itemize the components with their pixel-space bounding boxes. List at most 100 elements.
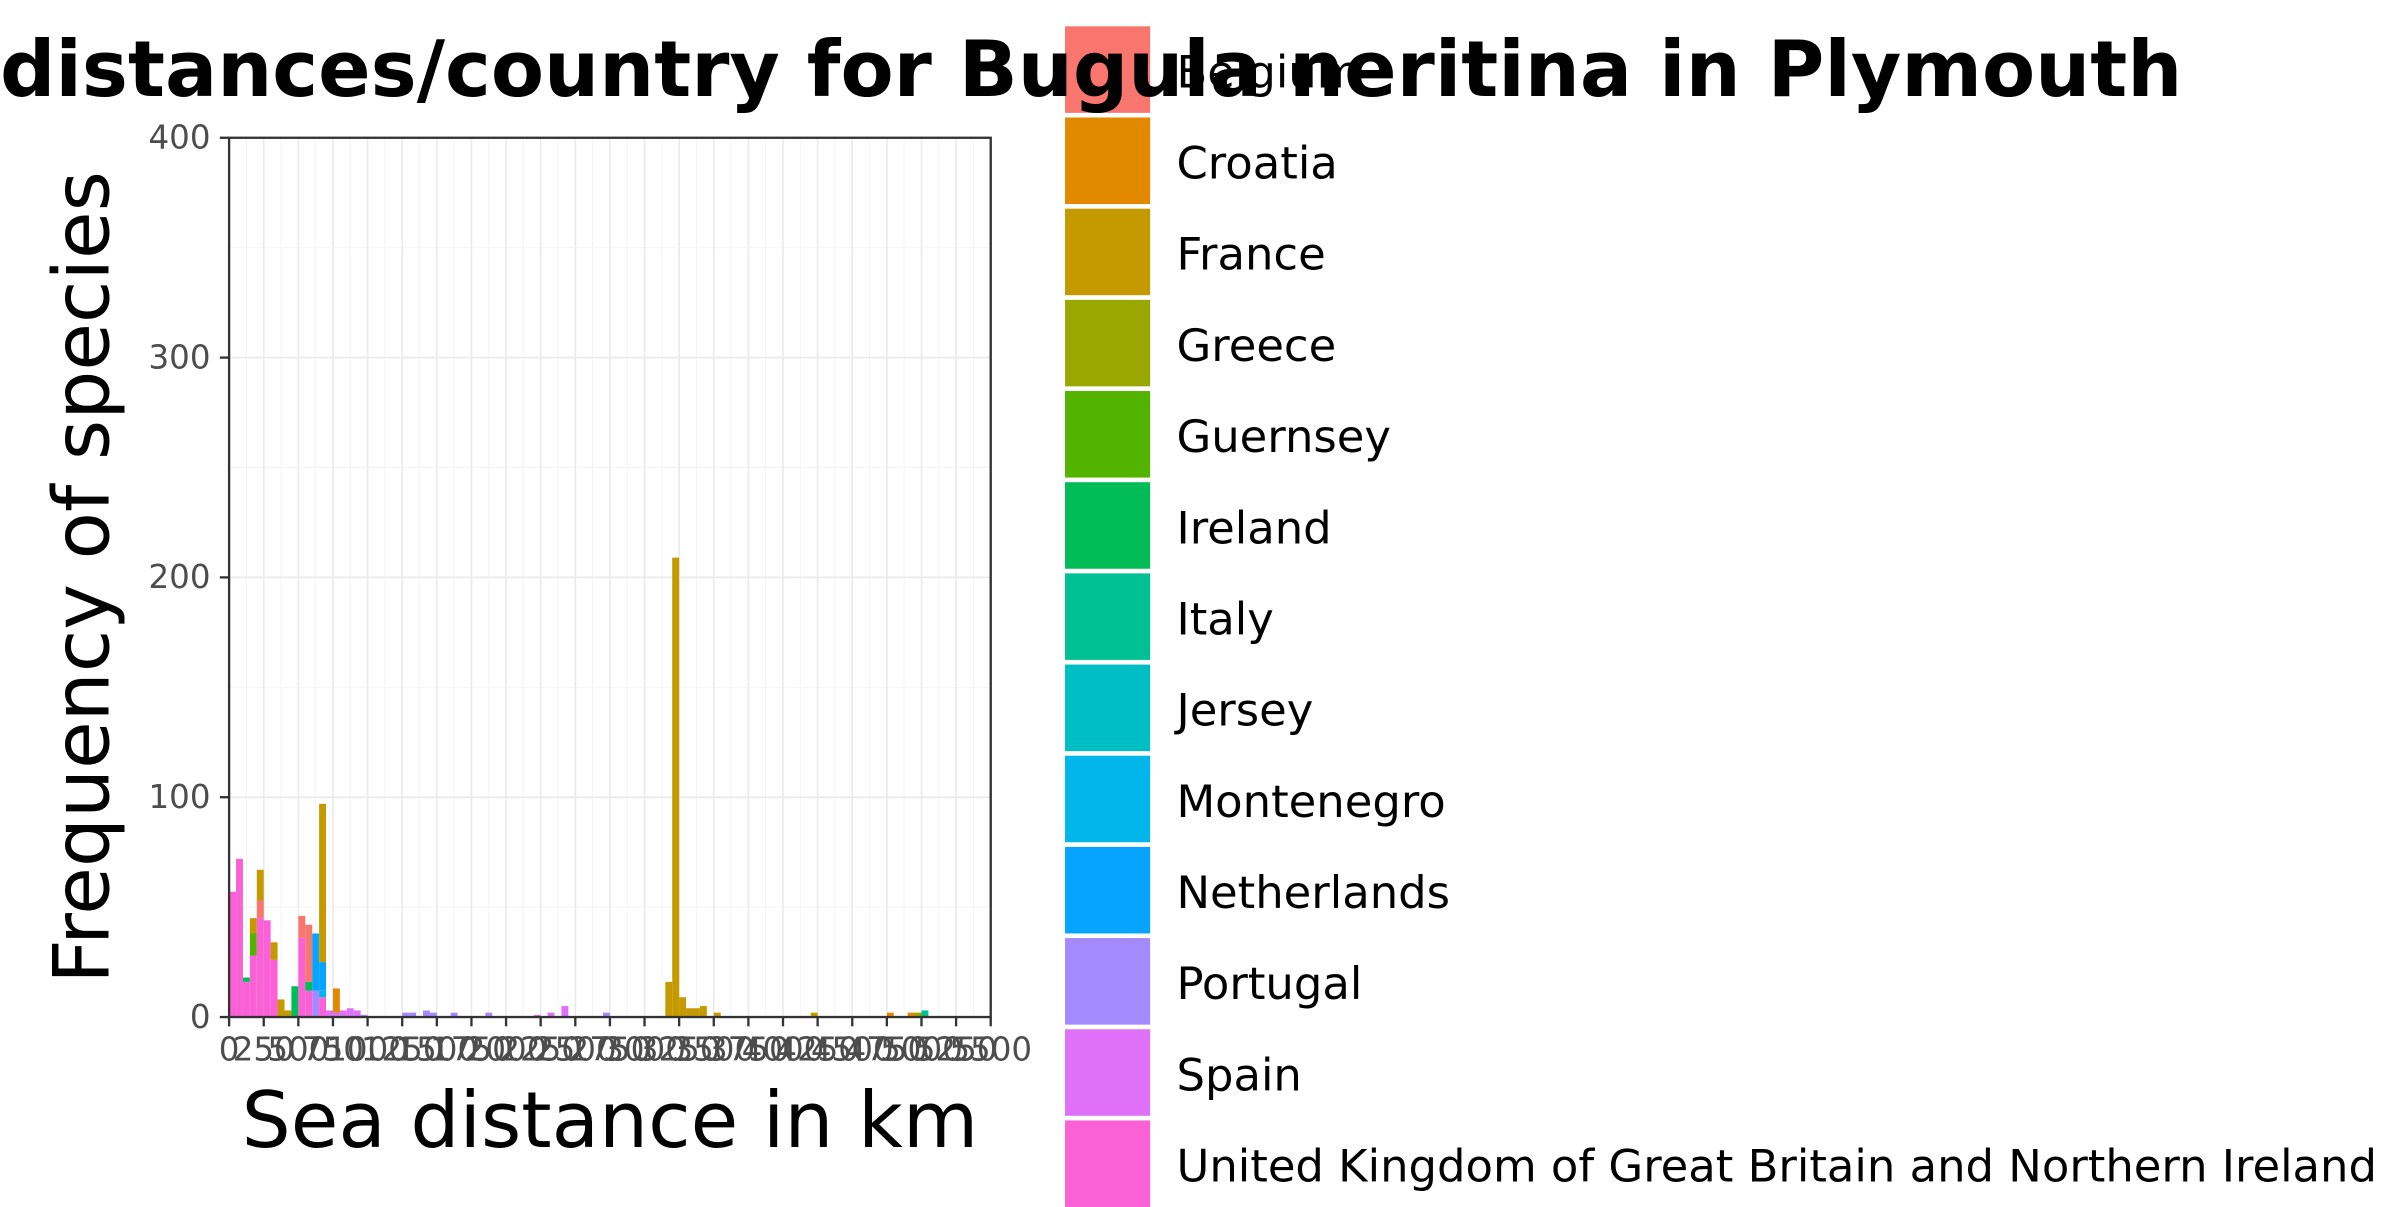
y-tick-label: 100 [148,778,210,816]
bar-segment [305,981,313,991]
x-tick-label: 250 [233,1030,295,1068]
bar-segment [277,999,285,1018]
bar-segment [699,1006,707,1018]
bar-segment [353,1010,361,1018]
legend-swatch [1065,208,1151,296]
x-tick-label: 1750 [430,1030,513,1068]
x-tick-label: 2500 [534,1030,617,1068]
bar-segment [450,1012,458,1018]
x-tick-label: 2750 [569,1030,652,1068]
legend: Belgium Croatia France Greece Guernsey Irelan… [1065,26,2377,1207]
bar-segment [422,1010,430,1018]
bar-segment [298,937,306,1018]
x-tick-label: 1250 [361,1030,444,1068]
y-tick-label: 200 [148,558,210,596]
legend-swatch [1065,299,1151,387]
legend-label: Croatia [1176,137,1337,190]
bar-segment [672,557,680,1018]
y-axis-title: Frequency of species [37,171,127,984]
bar-segment [284,1010,292,1018]
bar-segment [485,1012,493,1018]
bar-segment [346,1008,354,1018]
legend-label: Guernsey [1176,410,1390,463]
legend-label: Netherlands [1176,866,1450,919]
legend-swatch [1065,664,1151,752]
bar-segment [229,891,237,1018]
legend-swatch [1065,938,1151,1025]
bar-segment [547,1012,555,1018]
legend-label: Portugal [1176,957,1362,1010]
bar-segment [810,1012,818,1018]
legend-swatch [1065,1120,1151,1207]
x-tick-label: 4000 [742,1030,825,1068]
bar-segment [326,1010,333,1018]
bar-segment [242,977,250,982]
x-tick-label: 0 [219,1030,240,1068]
bar-segment [270,959,278,1018]
bar-segment [312,933,320,991]
legend-label: Italy [1176,592,1273,645]
bar-segment [332,1012,340,1018]
bar-segment [886,1012,894,1018]
bar-segment [686,1008,693,1018]
bar-segment [270,942,278,960]
legend-label: Spain [1176,1048,1301,1101]
bars [229,557,929,1018]
x-tick-label: 4500 [811,1030,894,1068]
bar-segment [339,1010,347,1018]
bar-segment [305,990,313,1018]
bar-segment [402,1012,410,1018]
bar-segment [249,955,257,1018]
bar-segment [907,1012,915,1018]
bar-segment [921,1010,929,1018]
x-tick-label: 2000 [465,1030,548,1068]
y-tick-label: 300 [148,338,210,376]
x-tick-label: 3250 [638,1030,721,1068]
bar-segment [256,900,264,919]
bar-segment [305,924,313,982]
bar-segment [319,962,327,991]
bar-segment [679,997,687,1018]
legend-swatch [1065,482,1151,569]
bar-segment [236,858,243,1018]
x-axis-title: Sea distance in km [242,1076,979,1166]
bar-segment [319,803,327,963]
legend-label: Ireland [1176,501,1331,554]
legend-label: Belgium [1176,45,1360,98]
x-tick-label: 3750 [707,1030,790,1068]
legend-swatch [1065,117,1151,205]
bar-segment [665,981,673,1018]
legend-swatch [1065,846,1151,934]
y-tick-label: 400 [148,119,210,157]
bar-segment [409,1012,417,1018]
bar-segment [263,920,271,1018]
legend-label: France [1176,228,1325,281]
bar-segment [602,1012,610,1018]
x-tick-label: 4750 [846,1030,929,1068]
x-tick-label: 5500 [949,1030,1032,1068]
x-tick-label: 5250 [915,1030,998,1068]
legend-label: Greece [1176,319,1336,372]
bar-segment [249,918,257,934]
bar-segment [692,1008,700,1018]
x-tick-label: 1000 [326,1030,409,1068]
bar-segment [561,1006,569,1018]
bar-segment [429,1012,437,1018]
bar-segment [319,997,327,1018]
bar-segment [291,986,299,1018]
x-tick-label: 500 [267,1030,329,1068]
x-tick-label: 5000 [880,1030,963,1068]
legend-label: United Kingdom of Great Britain and Nort… [1176,1140,2377,1193]
y-tick-label: 0 [190,998,211,1036]
legend-label: Jersey [1173,684,1313,737]
bar-segment [242,981,250,1018]
x-tick-label: 2250 [499,1030,582,1068]
bar-segment [256,918,264,1018]
x-tick-label: 3500 [672,1030,755,1068]
legend-label: Montenegro [1176,775,1445,828]
legend-swatch [1065,755,1151,843]
bar-segment [713,1012,721,1018]
x-tick-label: 3000 [603,1030,686,1068]
